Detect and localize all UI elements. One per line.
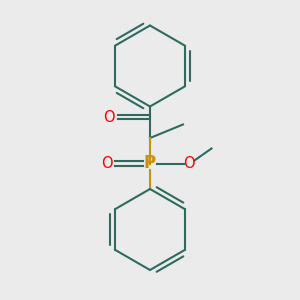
Text: O: O — [101, 156, 112, 171]
Text: O: O — [183, 156, 195, 171]
Text: O: O — [103, 110, 115, 124]
Text: P: P — [144, 154, 156, 172]
